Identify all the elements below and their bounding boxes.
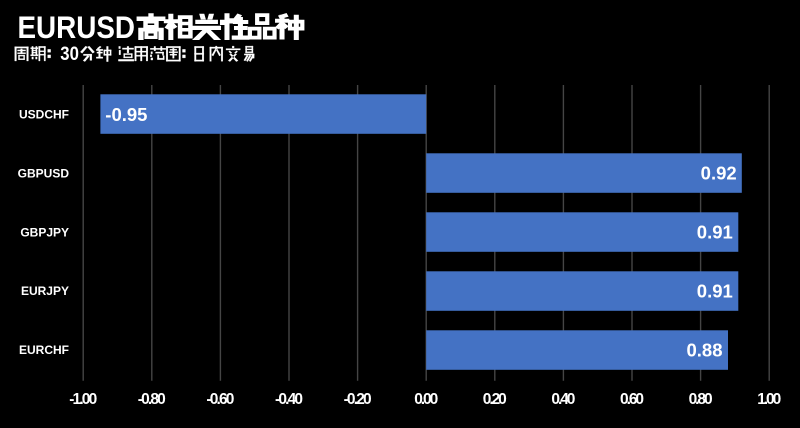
svg-text:0.60: 0.60 — [620, 391, 644, 408]
svg-text:0.91: 0.91 — [697, 280, 733, 301]
svg-text:1.00: 1.00 — [757, 391, 781, 408]
svg-text:-0.20: -0.20 — [344, 391, 372, 408]
svg-text:0.88: 0.88 — [686, 340, 722, 361]
svg-text:0.00: 0.00 — [414, 391, 438, 408]
svg-text:-0.80: -0.80 — [138, 391, 166, 408]
svg-text:EURJPY: EURJPY — [21, 284, 69, 298]
svg-text:-0.40: -0.40 — [275, 391, 303, 408]
svg-text:0.80: 0.80 — [689, 391, 713, 408]
svg-text:GBPJPY: GBPJPY — [20, 225, 69, 239]
svg-text:EURUSD: EURUSD — [18, 9, 136, 45]
svg-text:-0.60: -0.60 — [206, 391, 234, 408]
svg-text:0.20: 0.20 — [483, 391, 507, 408]
svg-text:30: 30 — [60, 44, 79, 65]
svg-text:-1.00: -1.00 — [69, 391, 97, 408]
svg-text:GBPUSD: GBPUSD — [18, 166, 70, 180]
svg-text:EURCHF: EURCHF — [19, 343, 69, 357]
svg-text:0.92: 0.92 — [701, 163, 737, 184]
svg-text:0.40: 0.40 — [551, 391, 575, 408]
svg-text:USDCHF: USDCHF — [19, 108, 69, 122]
svg-text:-0.95: -0.95 — [105, 104, 147, 125]
svg-text:0.91: 0.91 — [697, 222, 733, 243]
